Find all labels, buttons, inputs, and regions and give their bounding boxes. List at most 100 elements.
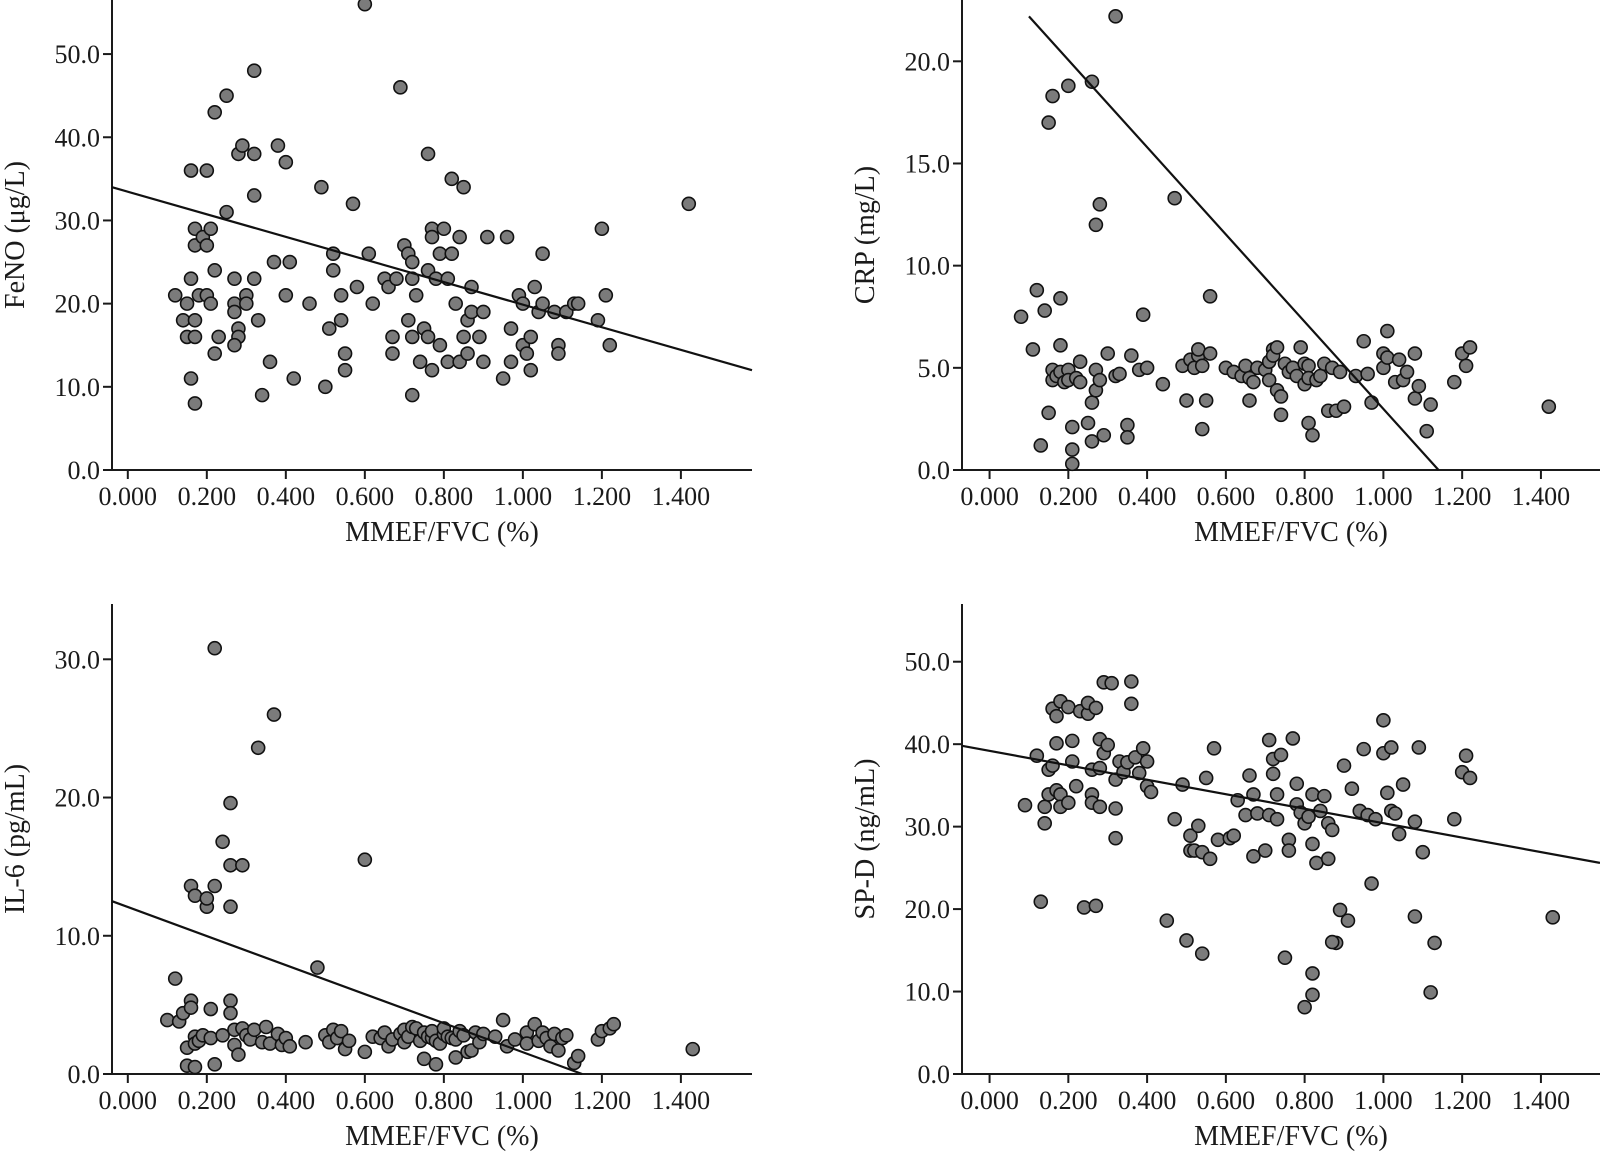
y-axis-title: IL-6 (pg/mL) <box>0 764 31 914</box>
data-point <box>1194 421 1210 437</box>
data-point <box>480 229 495 245</box>
data-point <box>1041 115 1056 130</box>
data-point <box>199 238 215 253</box>
y-tick-label: 20.0 <box>55 784 101 813</box>
data-point <box>1395 777 1411 792</box>
y-tick-label: 30.0 <box>55 206 101 235</box>
data-point <box>337 362 353 378</box>
data-point <box>1179 933 1194 948</box>
data-point <box>239 296 254 311</box>
data-point <box>432 246 448 262</box>
data-point <box>1092 372 1108 388</box>
data-point <box>1108 9 1123 24</box>
data-point <box>219 88 234 103</box>
data-point <box>199 891 215 906</box>
data-point <box>160 1012 175 1028</box>
data-point <box>298 1034 313 1050</box>
regression-line <box>111 186 753 372</box>
data-point <box>1391 352 1407 367</box>
data-point <box>1064 419 1080 435</box>
data-point <box>1380 323 1395 339</box>
data-point <box>1305 787 1320 802</box>
data-point <box>1100 737 1116 753</box>
x-tick-label: 1.200 <box>573 1086 632 1115</box>
y-tick-label: 30.0 <box>905 813 951 842</box>
data-point <box>1301 358 1316 374</box>
data-point <box>456 329 471 345</box>
data-point <box>1120 417 1135 433</box>
data-point <box>219 204 234 220</box>
data-point <box>416 1051 432 1067</box>
data-point <box>1415 844 1431 860</box>
data-point <box>1332 902 1348 918</box>
data-point <box>1281 843 1297 858</box>
x-tick-label: 0.000 <box>99 482 158 511</box>
data-point <box>207 105 223 120</box>
data-point <box>432 337 448 353</box>
data-point <box>507 1032 523 1047</box>
data-point <box>1112 366 1127 382</box>
regression-line <box>111 900 583 1076</box>
data-point <box>602 337 618 353</box>
data-point <box>246 146 262 162</box>
data-point <box>1194 946 1210 961</box>
data-point <box>318 379 333 395</box>
data-point <box>1080 415 1096 431</box>
data-point <box>167 971 183 986</box>
data-point <box>1387 806 1403 821</box>
y-tick-label: 15.0 <box>905 149 951 178</box>
data-point <box>408 288 424 303</box>
data-point <box>1301 809 1316 825</box>
data-point <box>203 1001 219 1017</box>
data-point <box>495 1012 511 1028</box>
data-point <box>1061 78 1076 94</box>
data-point <box>183 271 199 286</box>
data-point <box>187 1059 203 1075</box>
data-point <box>424 229 440 245</box>
data-point <box>357 1044 373 1060</box>
data-point <box>1072 374 1088 390</box>
data-point <box>1293 340 1308 355</box>
data-point <box>1092 197 1108 212</box>
data-point <box>1143 784 1159 800</box>
data-point <box>183 163 199 178</box>
x-tick-label: 0.200 <box>1039 1086 1098 1115</box>
data-point <box>1336 758 1352 773</box>
data-point <box>527 279 543 295</box>
y-axis-title: CRP (mg/L) <box>850 166 881 304</box>
data-point <box>246 188 262 203</box>
data-point <box>1029 282 1045 298</box>
data-point <box>1064 456 1080 472</box>
data-point <box>227 271 242 286</box>
data-point <box>235 138 250 153</box>
data-point <box>420 146 436 162</box>
y-tick-label: 0.0 <box>68 456 101 485</box>
x-tick-label: 1.200 <box>573 482 632 511</box>
data-point <box>1541 399 1557 414</box>
data-point <box>1139 360 1155 376</box>
data-point <box>179 296 195 311</box>
x-tick-label: 1.400 <box>1512 482 1571 511</box>
data-point <box>187 888 203 903</box>
data-point <box>499 229 515 245</box>
panel-crp: 0.0 5.0 10.0 15.0 20.0 0.000 0.200 0.400 0.600 0.… <box>850 0 1600 548</box>
data-point <box>448 1050 464 1065</box>
y-tick-label: 5.0 <box>918 354 951 383</box>
x-tick-label: 0.800 <box>1275 482 1334 511</box>
data-point <box>503 321 519 336</box>
data-point <box>1462 340 1478 355</box>
data-point <box>452 229 467 245</box>
data-point <box>250 740 266 756</box>
data-point <box>476 354 491 370</box>
data-point <box>1545 910 1561 925</box>
data-point <box>1265 766 1281 782</box>
data-point <box>1088 217 1104 233</box>
data-point <box>1238 358 1253 374</box>
data-point <box>270 138 286 153</box>
data-point <box>1033 438 1049 453</box>
data-point <box>235 857 250 873</box>
data-point <box>428 1057 444 1072</box>
data-point <box>1092 799 1108 815</box>
data-point <box>404 387 420 403</box>
data-point <box>1332 364 1348 380</box>
